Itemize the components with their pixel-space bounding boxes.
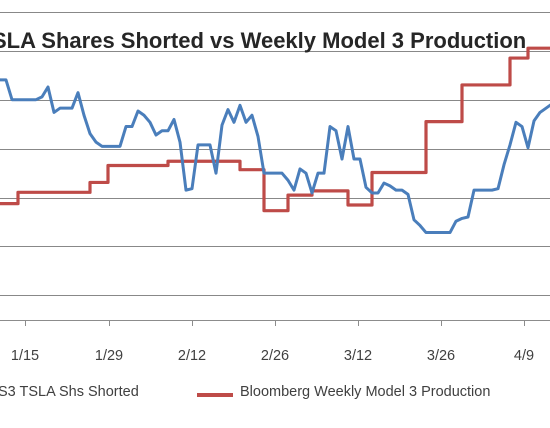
series-line-production (0, 46, 550, 213)
x-tick-label: 4/9 (514, 348, 534, 364)
chart-title: SLA Shares Shorted vs Weekly Model 3 Pro… (0, 28, 527, 53)
x-tick-marks (25, 320, 525, 326)
series-lines (0, 46, 550, 235)
x-tick-label: 3/12 (344, 348, 372, 364)
x-tick-label: 3/26 (427, 348, 455, 364)
series-line-shorted (0, 78, 550, 235)
x-tick-label: 1/15 (11, 348, 39, 364)
legend-label-production: Bloomberg Weekly Model 3 Production (240, 384, 491, 400)
x-tick-label: 2/26 (261, 348, 289, 364)
legend: S3 TSLA Shs Shorted Bloomberg Weekly Mod… (0, 384, 550, 406)
legend-label-shorted: S3 TSLA Shs Shorted (0, 384, 139, 400)
x-tick-label: 2/12 (178, 348, 206, 364)
x-tick-label: 1/29 (95, 348, 123, 364)
legend-swatch-production (197, 393, 233, 397)
x-tick-labels: 1/15 1/29 2/12 2/26 3/12 3/26 4/9 (11, 348, 534, 364)
gridlines (0, 12, 550, 321)
